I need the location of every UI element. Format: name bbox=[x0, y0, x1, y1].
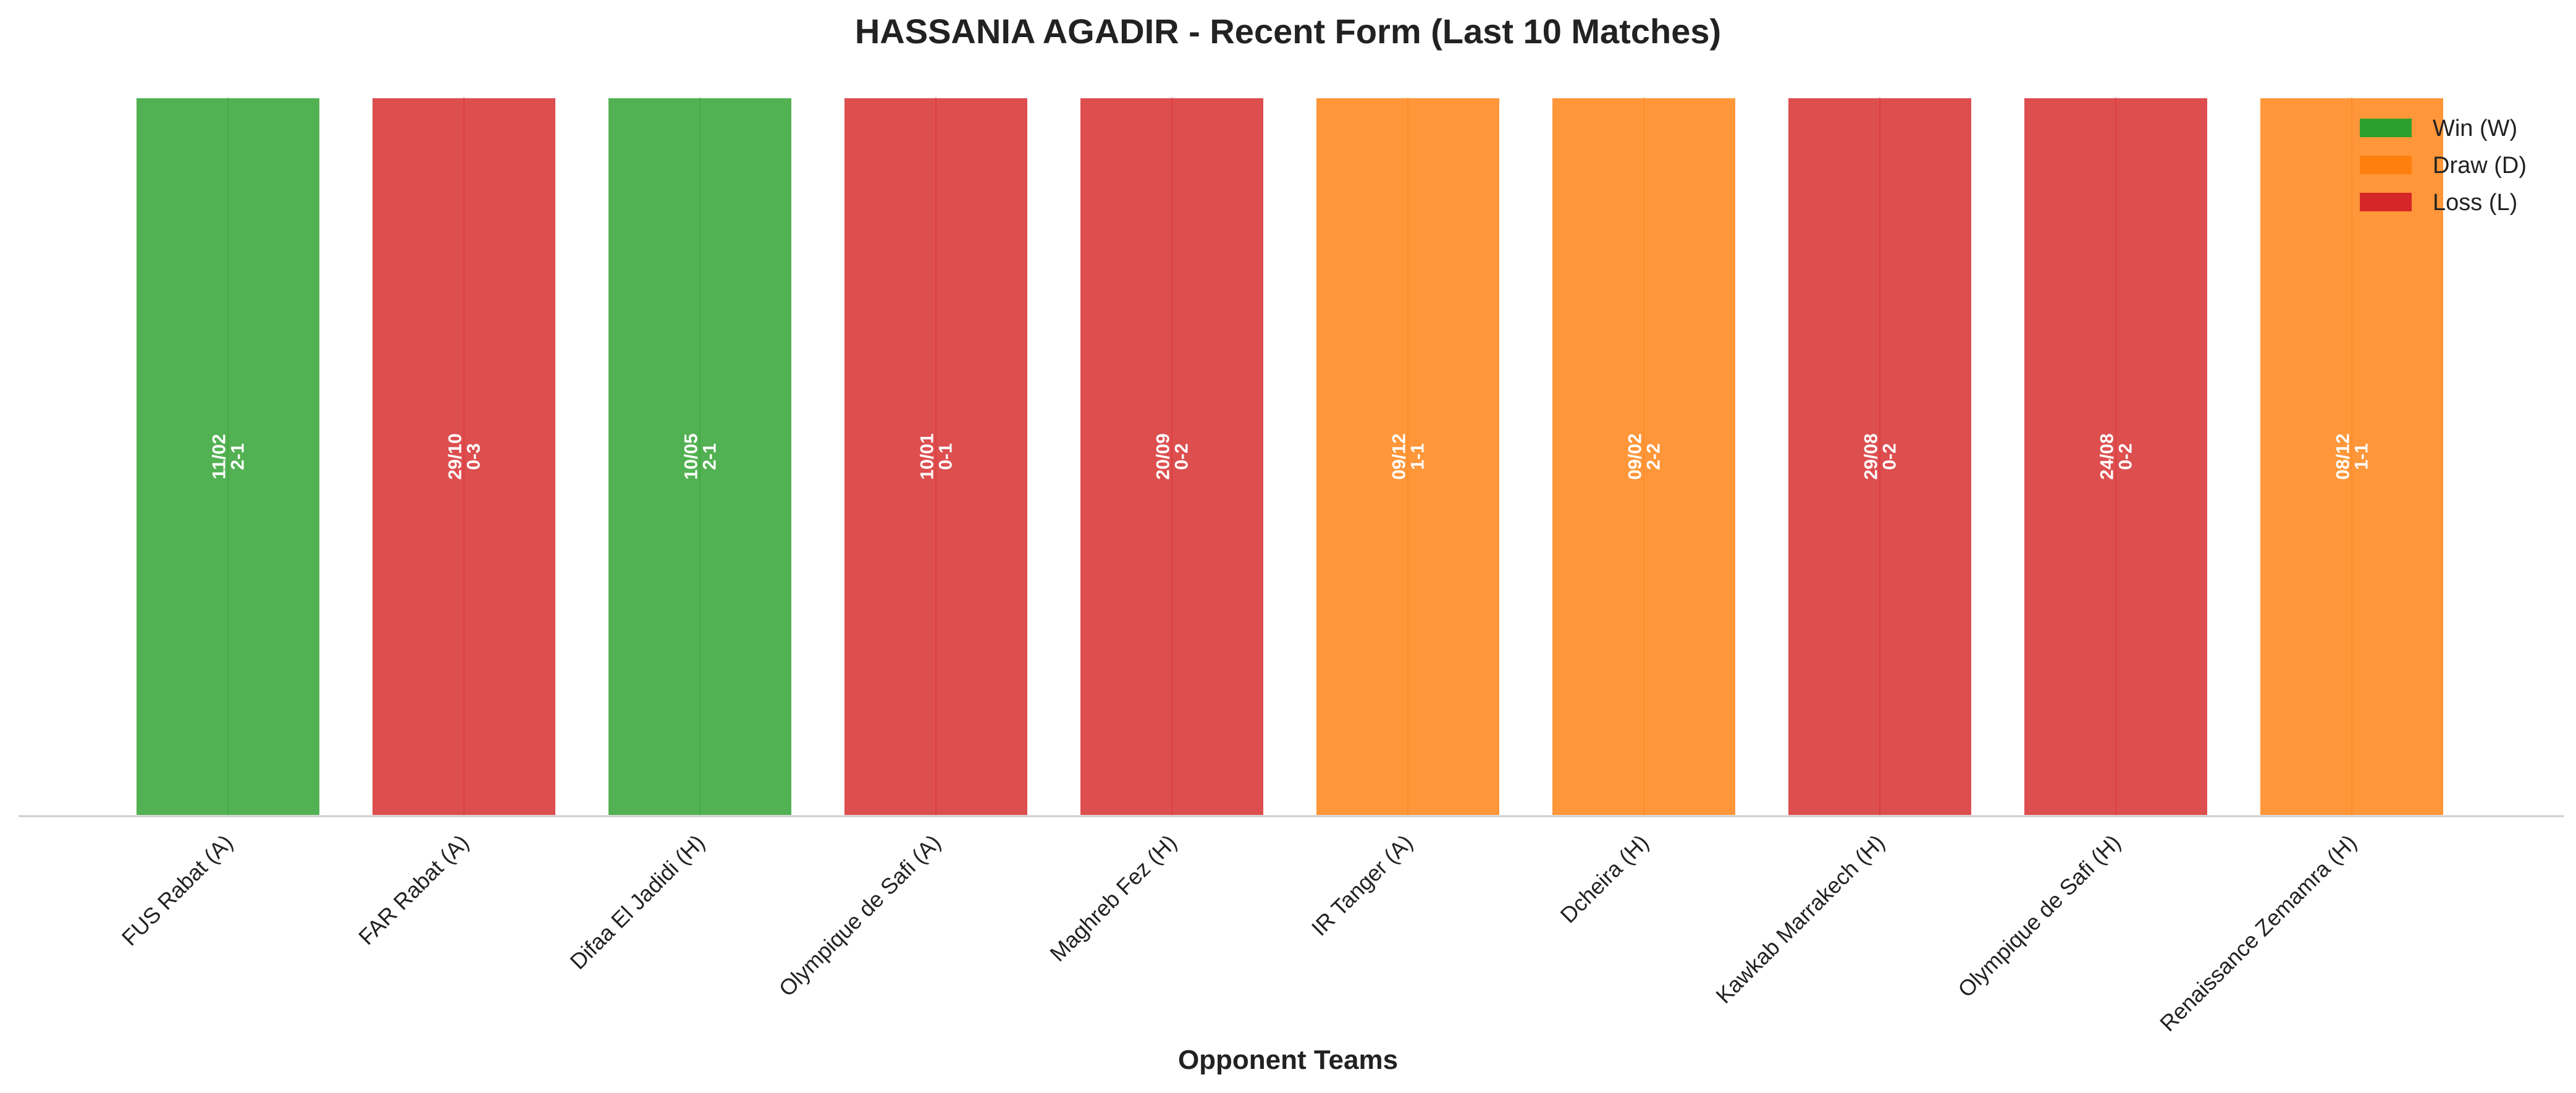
bar-label-date: 29/10 bbox=[445, 433, 466, 479]
bar-label-date: 10/01 bbox=[917, 433, 938, 479]
x-tick-label: Difaa El Jadidi (H) bbox=[565, 830, 710, 974]
legend-label: Loss (L) bbox=[2433, 190, 2517, 216]
bar-label: 24/080-2 bbox=[2097, 433, 2136, 479]
bar-label-date: 09/02 bbox=[1625, 433, 1646, 479]
x-tick-label: IR Tanger (A) bbox=[1307, 830, 1418, 941]
bar-label-score: 2-1 bbox=[700, 443, 720, 470]
x-tick-labels: FUS Rabat (A) FAR Rabat (A) Difaa El Jadid… bbox=[117, 830, 2362, 1037]
x-tick-label: Maghreb Fez (H) bbox=[1045, 830, 1181, 966]
bar-label-score: 2-2 bbox=[1644, 443, 1664, 470]
bar-3 bbox=[606, 96, 794, 817]
bar-label-date: 24/08 bbox=[2097, 433, 2118, 479]
bar-label-score: 1-1 bbox=[1408, 443, 1428, 470]
bar-label-date: 20/09 bbox=[1153, 433, 1174, 479]
bar-label: 09/121-1 bbox=[1389, 433, 1428, 479]
bar-5 bbox=[1078, 96, 1266, 817]
bar-label-date: 11/02 bbox=[209, 434, 230, 479]
bar-4 bbox=[842, 96, 1030, 817]
x-tick-label: Olympique de Safi (H) bbox=[1953, 830, 2125, 1002]
bar-label-date: 08/12 bbox=[2333, 433, 2354, 479]
bar-label-date: 09/12 bbox=[1389, 433, 1410, 479]
x-axis-label: Opponent Teams bbox=[1178, 1045, 1398, 1075]
legend-label: Win (W) bbox=[2433, 116, 2517, 141]
legend-swatch-w bbox=[2360, 119, 2412, 137]
bar-label: 29/080-2 bbox=[1861, 433, 1900, 479]
bar-label-date: 29/08 bbox=[1861, 433, 1882, 479]
bar-6 bbox=[1314, 96, 1502, 817]
bar-7 bbox=[1550, 96, 1738, 817]
bar-label: 08/121-1 bbox=[2333, 433, 2372, 479]
bar-1 bbox=[134, 96, 322, 817]
bar-label: 11/022-1 bbox=[209, 434, 248, 479]
bar-label-score: 1-1 bbox=[2352, 443, 2372, 470]
bar-label: 09/022-2 bbox=[1625, 433, 1664, 479]
bar-label-score: 0-1 bbox=[936, 443, 956, 470]
x-tick-label: Kawkab Marrakech (H) bbox=[1711, 830, 1889, 1008]
legend-swatch-l bbox=[2360, 193, 2412, 211]
x-tick-label: FUS Rabat (A) bbox=[117, 830, 238, 951]
bar-label-score: 0-2 bbox=[2116, 443, 2136, 470]
legend-label: Draw (D) bbox=[2433, 153, 2527, 179]
chart-title: HASSANIA AGADIR - Recent Form (Last 10 M… bbox=[855, 12, 1721, 51]
bar-label-score: 0-3 bbox=[464, 443, 484, 470]
x-tick-label: Renaissance Zemamra (H) bbox=[2155, 830, 2362, 1037]
bar-2 bbox=[370, 96, 558, 817]
legend-swatch-d bbox=[2360, 156, 2412, 174]
legend: Win (W) Draw (D) Loss (L) bbox=[2360, 116, 2527, 216]
bar-label-score: 2-1 bbox=[228, 443, 248, 470]
bar-label: 10/010-1 bbox=[917, 433, 956, 479]
x-tick-label: Dcheira (H) bbox=[1555, 830, 1654, 928]
bar-label: 10/052-1 bbox=[681, 433, 720, 479]
bars-group: 11/022-1 29/100-3 10/052-1 10/010-1 20/090-2… bbox=[134, 96, 2446, 817]
bar-label-score: 0-2 bbox=[1172, 443, 1192, 470]
bar-label-date: 10/05 bbox=[681, 433, 702, 479]
x-tick-label: FAR Rabat (A) bbox=[353, 830, 474, 950]
bar-label: 29/100-3 bbox=[445, 433, 484, 479]
bar-label-score: 0-2 bbox=[1880, 443, 1900, 470]
bar-label: 20/090-2 bbox=[1153, 433, 1192, 479]
bar-10 bbox=[2258, 96, 2446, 817]
x-tick-label: Olympique de Safi (A) bbox=[774, 830, 946, 1002]
